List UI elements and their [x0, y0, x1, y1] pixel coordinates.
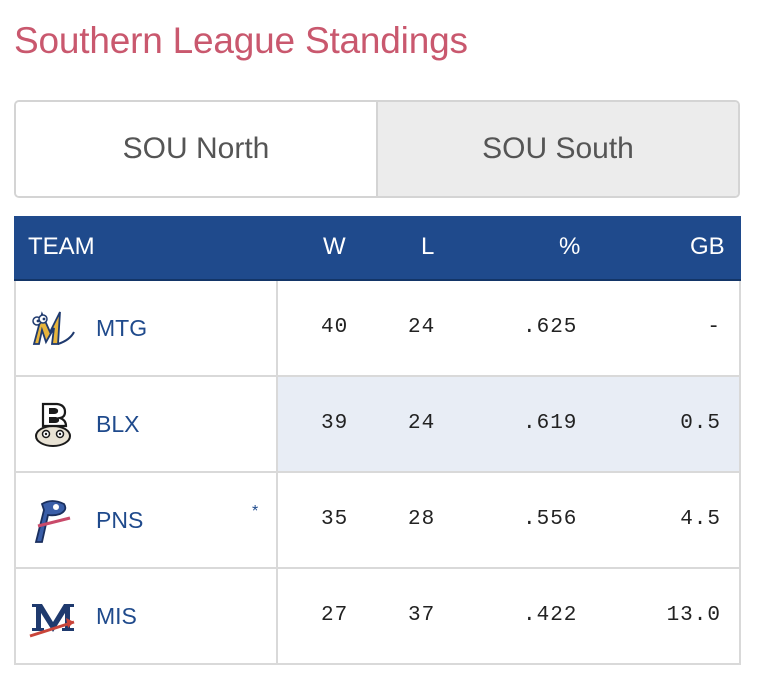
losses-value: 24 [408, 412, 436, 435]
losses-value: 24 [408, 316, 436, 339]
stats-cells: 27 37 .422 13.0 [278, 569, 739, 663]
column-header-gb[interactable]: GB [690, 233, 725, 260]
team-link[interactable]: PNS [96, 507, 144, 533]
wins-value: 39 [321, 412, 349, 435]
column-header-team[interactable]: TEAM [28, 233, 95, 260]
losses-value: 37 [408, 604, 436, 627]
team-cell: MIS [16, 569, 278, 663]
pct-value: .422 [523, 604, 578, 627]
tab-sou-north[interactable]: SOU North [16, 102, 376, 196]
gb-value: 0.5 [680, 412, 721, 435]
wins-value: 35 [321, 508, 349, 531]
pns-logo-icon[interactable] [28, 496, 78, 546]
gb-value: 13.0 [666, 604, 721, 627]
table-row: PNS * 35 28 .556 4.5 [14, 473, 741, 569]
gb-value: - [707, 316, 721, 339]
pct-value: .619 [523, 412, 578, 435]
pct-value: .625 [523, 316, 578, 339]
mis-logo-icon[interactable] [28, 592, 78, 642]
table-row: BLX 39 24 .619 0.5 [14, 377, 741, 473]
clinched-marker: * [252, 503, 259, 520]
table-header: TEAM W L % GB [14, 216, 741, 281]
losses-value: 28 [408, 508, 436, 531]
wins-value: 27 [321, 604, 349, 627]
table-row: MIS 27 37 .422 13.0 [14, 569, 741, 665]
division-tabs: SOU North SOU South [14, 100, 740, 198]
team-cell: PNS * [16, 473, 278, 567]
team-cell: MTG [16, 281, 278, 375]
team-link[interactable]: MTG [96, 315, 148, 341]
standings-table: TEAM W L % GB MTG 40 24 .625 - [14, 216, 741, 665]
team-link[interactable]: MIS [96, 603, 137, 629]
mtg-logo-icon[interactable] [28, 304, 78, 354]
page-title: Southern League Standings [14, 20, 468, 61]
stats-cells: 39 24 .619 0.5 [278, 377, 739, 471]
table-row: MTG 40 24 .625 - [14, 281, 741, 377]
column-header-w[interactable]: W [323, 233, 346, 260]
team-cell: BLX [16, 377, 278, 471]
wins-value: 40 [321, 316, 349, 339]
blx-logo-icon[interactable] [28, 400, 78, 450]
tab-sou-south[interactable]: SOU South [376, 102, 738, 196]
stats-cells: 35 28 .556 4.5 [278, 473, 739, 567]
column-header-l[interactable]: L [421, 233, 435, 260]
pct-value: .556 [523, 508, 578, 531]
team-link[interactable]: BLX [96, 411, 140, 437]
stats-cells: 40 24 .625 - [278, 281, 739, 375]
gb-value: 4.5 [680, 508, 721, 531]
column-header-pct[interactable]: % [559, 233, 581, 260]
